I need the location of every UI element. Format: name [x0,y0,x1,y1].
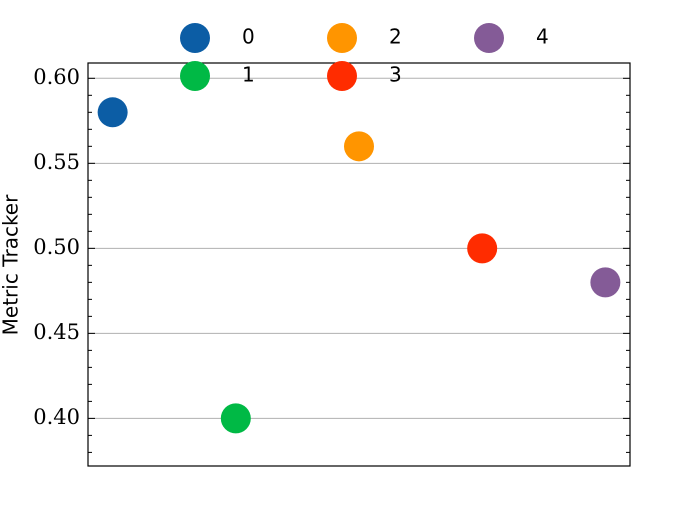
legend-label: 0 [242,25,255,49]
legend-marker [180,61,210,91]
plot-frame [87,62,631,467]
point [220,403,251,434]
y-tick-label: 0.60 [33,65,80,89]
y-axis-label: Metric Tracker [0,194,23,335]
legend-marker [327,23,357,53]
y-tick-label: 0.40 [33,405,80,429]
point [590,267,621,298]
y-tick-label: 0.50 [33,235,80,259]
legend-marker [327,61,357,91]
legend-marker [180,23,210,53]
legend-label: 4 [536,25,549,49]
legend-label: 1 [242,63,255,87]
legend-marker [474,23,504,53]
legend-label: 2 [389,25,402,49]
point [467,233,498,264]
point [97,97,128,128]
point [344,131,374,162]
legend-label: 3 [389,63,402,87]
y-tick-label: 0.45 [33,320,80,344]
y-tick-label: 0.55 [33,150,80,174]
